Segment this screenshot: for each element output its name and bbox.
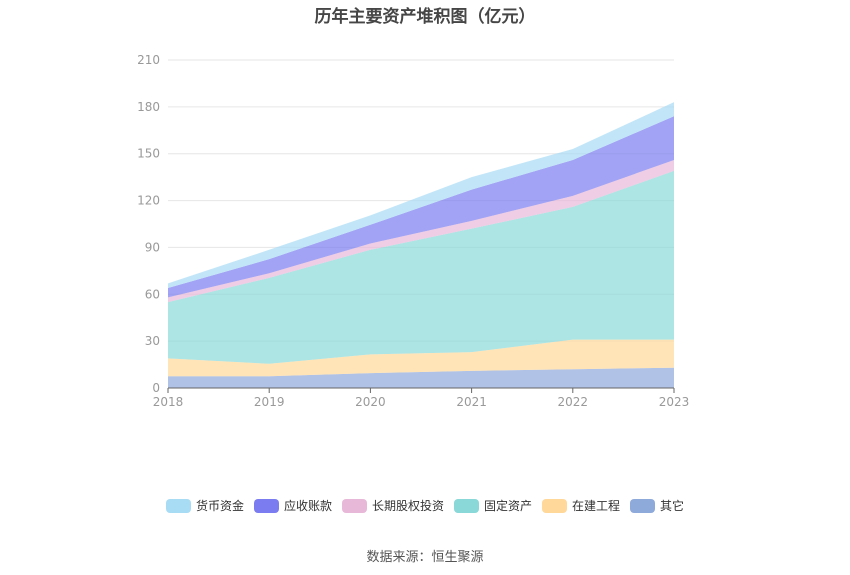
- area-series-2: [168, 170, 674, 364]
- legend-label: 其它: [660, 499, 685, 513]
- legend-swatch: [165, 498, 191, 513]
- area-series-0: [168, 367, 674, 388]
- legend-label: 固定资产: [484, 499, 533, 513]
- legend-label: 长期股权投资: [371, 499, 444, 513]
- legend-item[interactable]: 长期股权投资: [341, 497, 444, 514]
- legend-item[interactable]: 其它: [630, 497, 684, 514]
- y-tick-label: 180: [137, 100, 160, 114]
- legend-swatch: [454, 498, 479, 513]
- legend-swatch: [253, 498, 279, 513]
- y-tick-label: 90: [145, 240, 160, 254]
- x-tick-label: 2022: [558, 395, 589, 409]
- legend-label: 在建工程: [572, 499, 621, 513]
- area-series-4: [168, 116, 674, 298]
- y-tick-label: 0: [152, 381, 160, 395]
- legend-item[interactable]: 货币资金: [165, 497, 244, 514]
- x-tick-label: 2021: [456, 395, 487, 409]
- x-tick-label: 2018: [153, 395, 184, 409]
- legend-item[interactable]: 固定资产: [454, 497, 532, 514]
- data-source: 数据来源：恒生聚源: [366, 550, 484, 565]
- y-tick-label: 30: [145, 334, 160, 348]
- y-tick-label: 60: [145, 287, 160, 301]
- x-tick-label: 2023: [659, 395, 690, 409]
- area-series-1: [168, 339, 674, 377]
- stacked-areas: [168, 102, 674, 388]
- legend-swatch: [630, 498, 656, 513]
- y-tick-label: 210: [137, 53, 160, 67]
- x-tick-label: 2019: [254, 395, 285, 409]
- y-tick-label: 120: [137, 194, 160, 208]
- legend-item[interactable]: 在建工程: [542, 497, 620, 514]
- area-series-5: [168, 102, 674, 289]
- y-tick-label: 150: [137, 147, 160, 161]
- legend-swatch: [341, 498, 367, 513]
- area-series-3: [168, 159, 674, 303]
- legend: 货币资金 应收账款 长期股权投资 固定资产 在建工程 其它: [0, 497, 850, 514]
- x-tick-label: 2020: [355, 395, 386, 409]
- axes: 0 30 60 90 120 150 180 210 2018 2019 2020 2021 2022 2…: [137, 53, 689, 409]
- chart-title: 历年主要资产堆积图（亿元）: [314, 7, 536, 27]
- legend-swatch: [542, 498, 568, 513]
- legend-item[interactable]: 应收账款: [253, 497, 332, 514]
- legend-label: 应收账款: [283, 499, 332, 513]
- legend-label: 货币资金: [195, 499, 244, 513]
